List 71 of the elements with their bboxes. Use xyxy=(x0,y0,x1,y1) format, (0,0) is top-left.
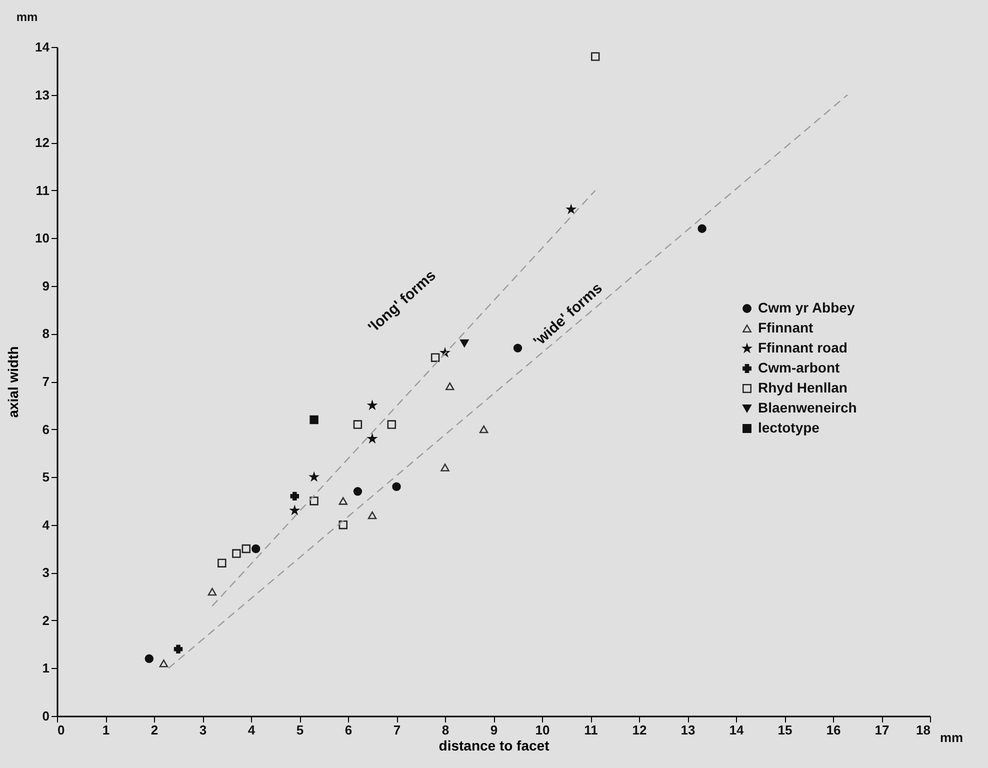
point xyxy=(218,558,226,568)
point xyxy=(440,464,450,472)
y-tick-label: 2 xyxy=(42,612,50,628)
legend-label: Cwm yr Abbey xyxy=(758,300,855,316)
x-tick-label: 8 xyxy=(442,722,450,738)
x-tick-label: 3 xyxy=(199,722,207,738)
point xyxy=(590,52,600,61)
legend-label: Cwm-arbont xyxy=(758,360,840,376)
y-tick-label: 1 xyxy=(42,660,50,676)
point xyxy=(251,544,260,554)
point xyxy=(208,588,217,596)
legend-label: Rhyd Henllan xyxy=(758,380,848,396)
point xyxy=(144,654,154,664)
y-tick-label: 13 xyxy=(35,87,50,102)
y-tick-label: 3 xyxy=(42,565,50,580)
text: mm xyxy=(16,10,38,24)
x-tick-label: 14 xyxy=(729,722,744,738)
point xyxy=(310,496,318,506)
point xyxy=(460,339,469,348)
y-tick-label: 0 xyxy=(42,708,50,724)
y-tick-label: 4 xyxy=(42,517,50,532)
x-tick-label: 5 xyxy=(296,722,304,738)
x-tick-label: 7 xyxy=(393,722,401,738)
legend-label: Blaenweneirch xyxy=(758,400,857,416)
y-tick-label: 7 xyxy=(42,374,50,389)
x-tick-label: 0 xyxy=(58,722,65,738)
x-tick-label: 12 xyxy=(632,722,647,738)
point xyxy=(387,420,396,429)
x-tick-label: 16 xyxy=(826,722,841,738)
x-axis-title: distance to facet xyxy=(438,738,550,754)
y-tick-label: 5 xyxy=(42,470,50,485)
y-tick-label: 14 xyxy=(35,40,50,54)
point xyxy=(242,544,251,554)
point xyxy=(698,224,706,233)
y-tick-label: 9 xyxy=(42,278,50,294)
legend-label: Ffinnant road xyxy=(758,340,848,356)
y-tick-label: 8 xyxy=(42,326,50,342)
x-tick-label: 11 xyxy=(584,722,598,738)
x-tick-label: 18 xyxy=(916,722,930,738)
y-axis-title: axial width xyxy=(5,346,22,418)
y-tick-label: 12 xyxy=(35,135,50,150)
x-tick-label: 1 xyxy=(102,722,110,738)
y-tick-label: 11 xyxy=(36,182,50,198)
y-tick-label: 10 xyxy=(35,230,50,246)
text: mm xyxy=(940,730,964,745)
legend-label: lectotype xyxy=(758,420,820,436)
point xyxy=(353,420,362,429)
x-tick-label: 15 xyxy=(778,722,792,738)
point xyxy=(310,415,318,424)
point xyxy=(445,382,454,390)
point xyxy=(513,344,522,352)
point xyxy=(430,353,440,362)
point xyxy=(479,425,488,434)
y-tick-label: 6 xyxy=(42,422,50,437)
point xyxy=(392,482,401,491)
x-tick-label: 6 xyxy=(344,722,352,738)
legend-label: Ffinnant xyxy=(758,320,814,336)
point xyxy=(353,487,362,496)
x-tick-label: 17 xyxy=(874,722,890,738)
point xyxy=(174,644,183,654)
x-tick-label: 4 xyxy=(248,722,256,738)
point xyxy=(368,511,377,520)
point xyxy=(232,549,241,558)
x-tick-label: 9 xyxy=(490,722,498,738)
point xyxy=(338,497,348,505)
point xyxy=(159,660,168,668)
point xyxy=(290,492,300,501)
point xyxy=(338,520,348,530)
x-tick-label: 10 xyxy=(535,722,550,738)
x-tick-label: 13 xyxy=(680,722,696,738)
x-tick-label: 2 xyxy=(150,722,158,738)
